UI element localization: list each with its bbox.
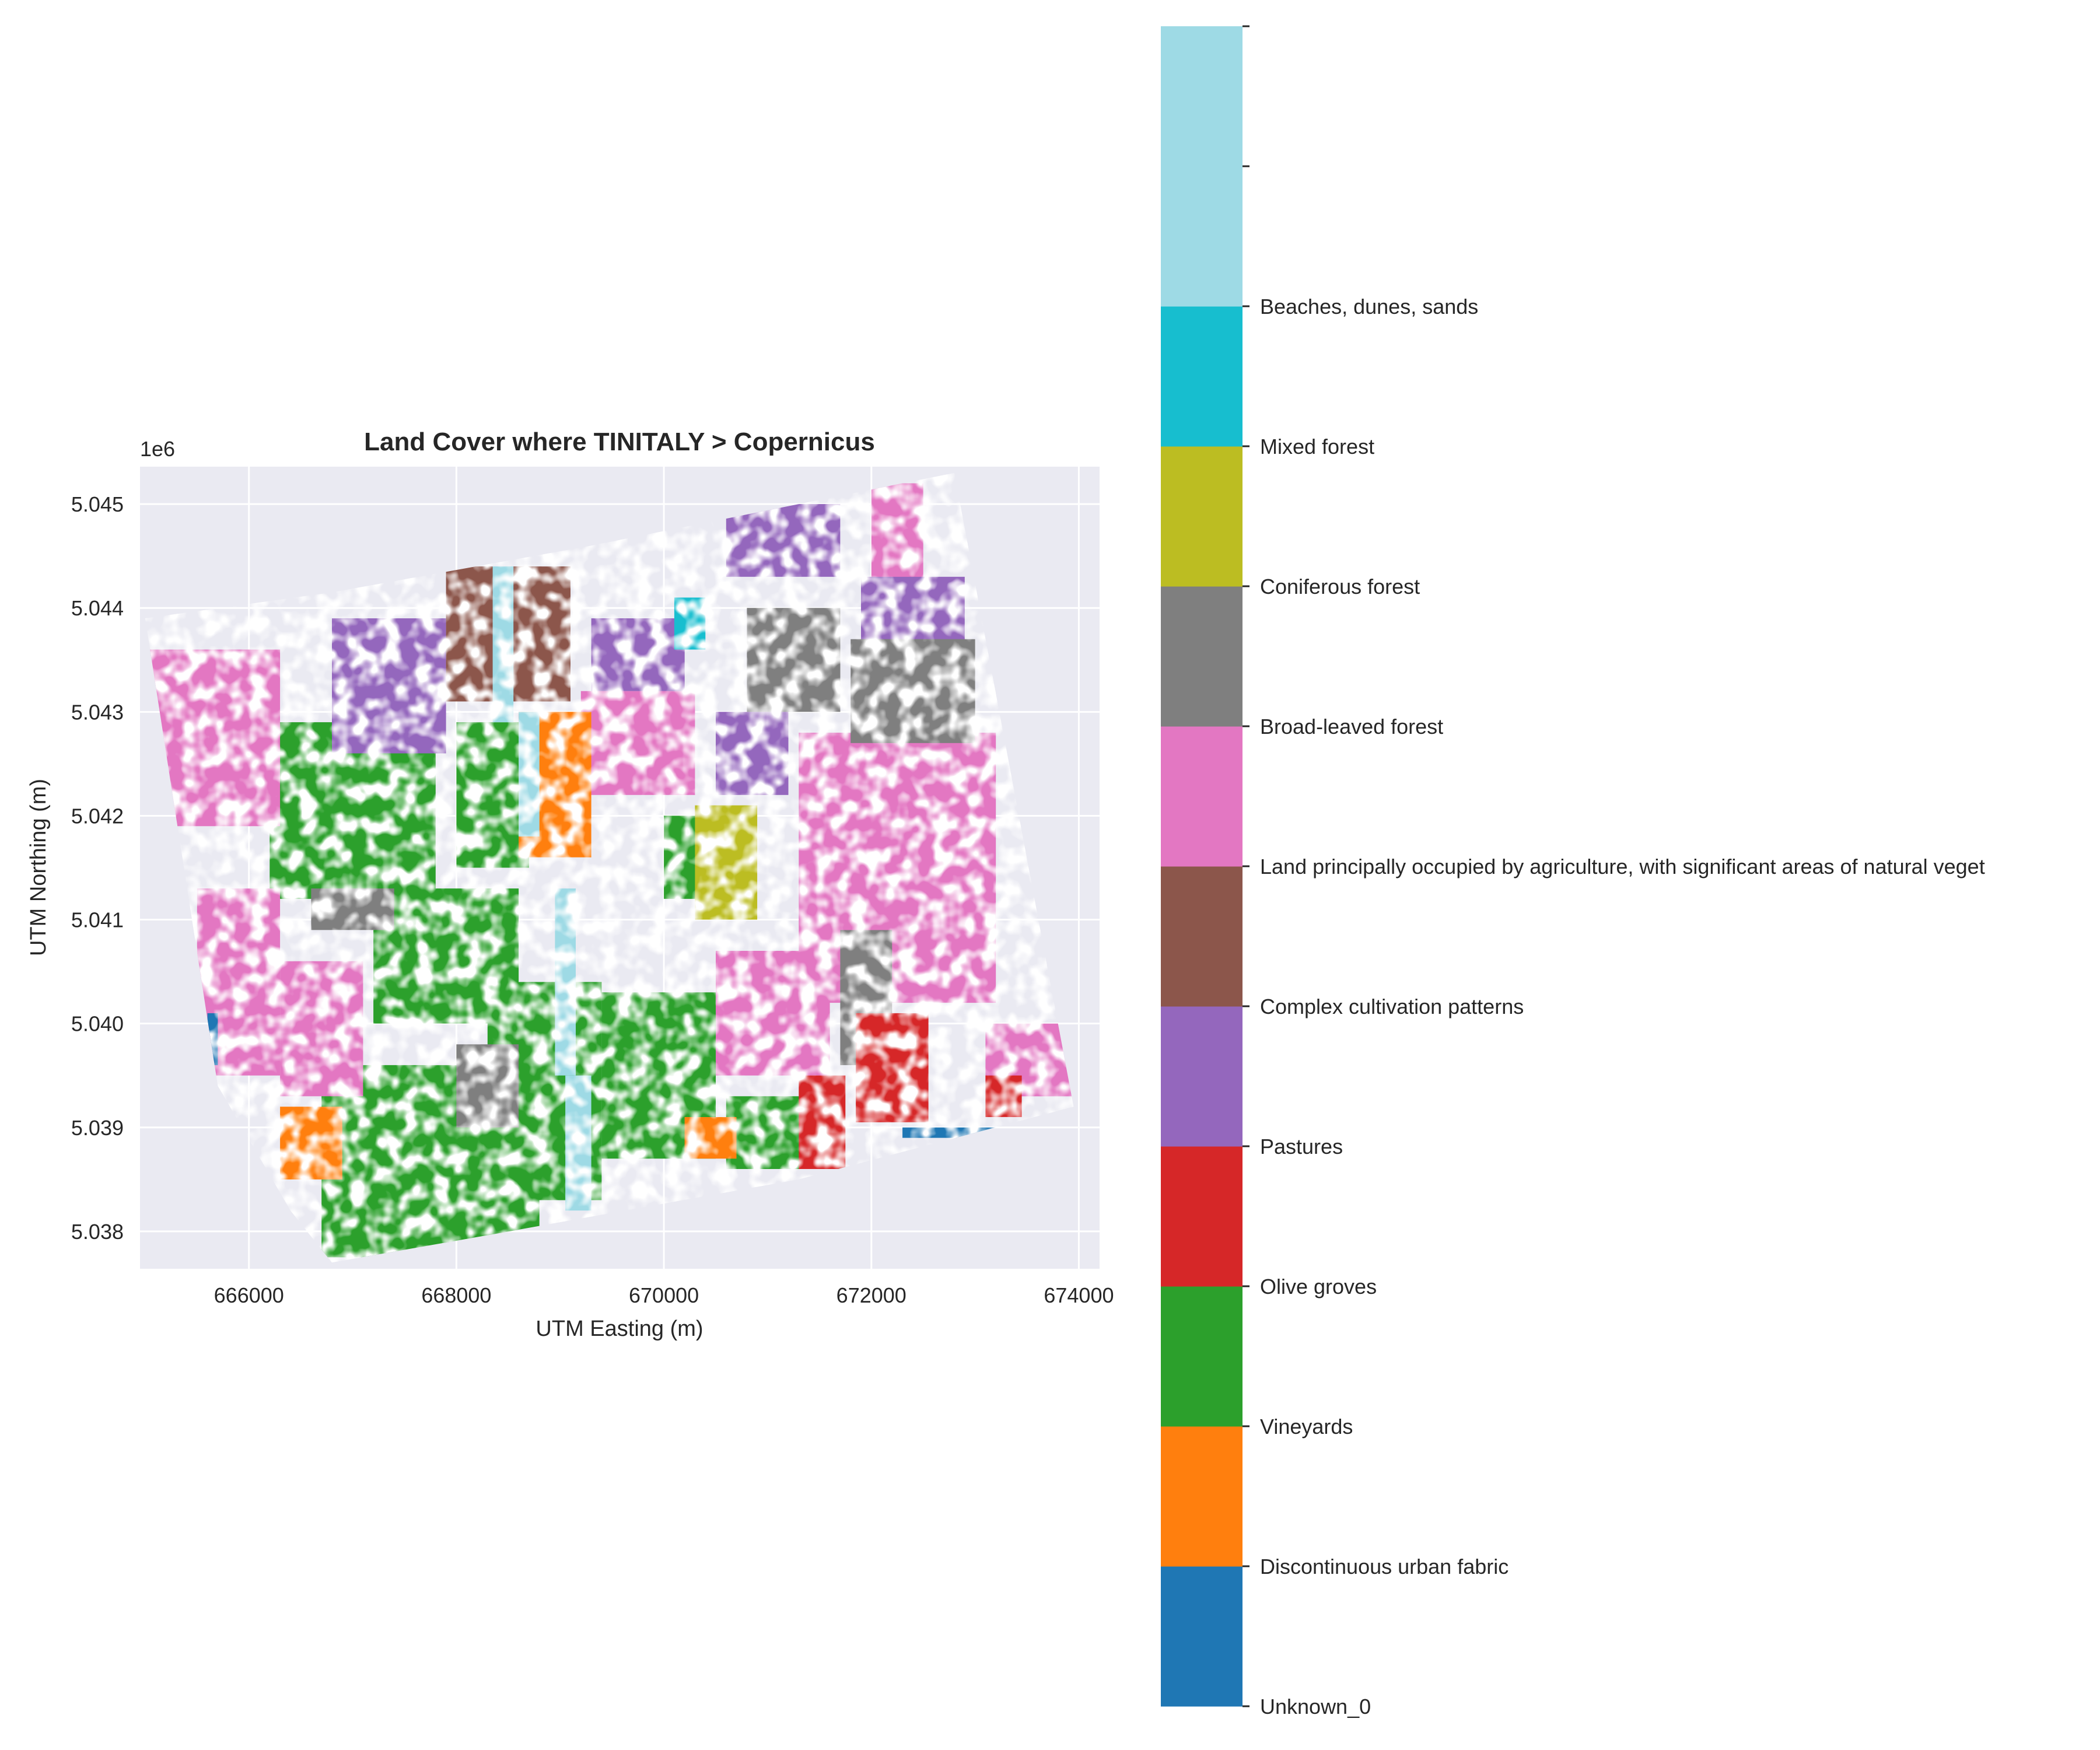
y-tick-label: 5.040 [71, 1012, 124, 1036]
y-axis-label: UTM Northing (m) [26, 779, 51, 956]
colorbar-tick-label: Complex cultivation patterns [1260, 995, 1524, 1019]
colorbar-tick-label: Vineyards [1260, 1415, 1353, 1438]
colorbar-tick-label: Beaches, dunes, sands [1260, 295, 1478, 318]
x-tick-label: 668000 [421, 1283, 491, 1307]
x-tick-label: 674000 [1044, 1283, 1114, 1307]
y-tick-label: 5.045 [71, 492, 124, 516]
colorbar-tick-label: Mixed forest [1260, 435, 1374, 459]
x-tick-labels: 666000 668000 670000 672000 674000 [214, 1283, 1114, 1307]
y-tick-label: 5.042 [71, 804, 124, 828]
colorbar-segment [1161, 866, 1242, 1007]
x-axis-label: UTM Easting (m) [536, 1317, 703, 1341]
colorbar-segment [1161, 586, 1242, 727]
colorbar-segments [1161, 26, 1242, 1707]
y-tick-label: 5.043 [71, 700, 124, 724]
land-cover-raster [145, 473, 1074, 1263]
colorbar-ticks: Unknown_0 Discontinuous urban fabric Viney… [1242, 25, 1985, 1718]
colorbar-segment [1161, 166, 1242, 307]
colorbar-segment [1161, 1146, 1242, 1287]
x-tick-label: 666000 [214, 1283, 284, 1307]
x-tick-label: 672000 [836, 1283, 907, 1307]
colorbar-tick-label: Discontinuous urban fabric [1260, 1555, 1508, 1578]
colorbar-tick-label: Unknown_0 [1260, 1695, 1371, 1718]
map-title: Land Cover where TINITALY > Copernicus [364, 428, 875, 456]
y-tick-label: 5.041 [71, 908, 124, 932]
speckle-texture [145, 473, 1074, 1263]
colorbar-segment [1161, 1426, 1242, 1567]
colorbar-tick-label: Broad-leaved forest [1260, 715, 1443, 738]
colorbar-tick-label: Land principally occupied by agriculture… [1260, 855, 1985, 878]
colorbar-segment [1161, 726, 1242, 867]
colorbar-segment [1161, 1006, 1242, 1147]
colorbar-segment [1161, 1566, 1242, 1707]
y-tick-label: 5.038 [71, 1220, 124, 1244]
colorbar: Unknown_0 Discontinuous urban fabric Viney… [1161, 25, 1985, 1718]
colorbar-segment [1161, 26, 1242, 167]
y-tick-label: 5.039 [71, 1116, 124, 1140]
colorbar-tick-label: Coniferous forest [1260, 575, 1420, 598]
colorbar-segment [1161, 446, 1242, 587]
y-offset-label: 1e6 [140, 437, 175, 461]
colorbar-tick-label: Olive groves [1260, 1275, 1377, 1298]
map-axes: 666000 668000 670000 672000 674000 5.0385.03… [26, 428, 1114, 1341]
y-tick-label: 5.044 [71, 596, 124, 620]
y-tick-labels: 5.038 5.039 5.040 5.041 5.042 5.043 5.044 5.045 [71, 492, 124, 1244]
colorbar-segment [1161, 1286, 1242, 1427]
colorbar-segment [1161, 306, 1242, 447]
colorbar-tick-label: Pastures [1260, 1135, 1343, 1158]
x-tick-label: 670000 [629, 1283, 699, 1307]
